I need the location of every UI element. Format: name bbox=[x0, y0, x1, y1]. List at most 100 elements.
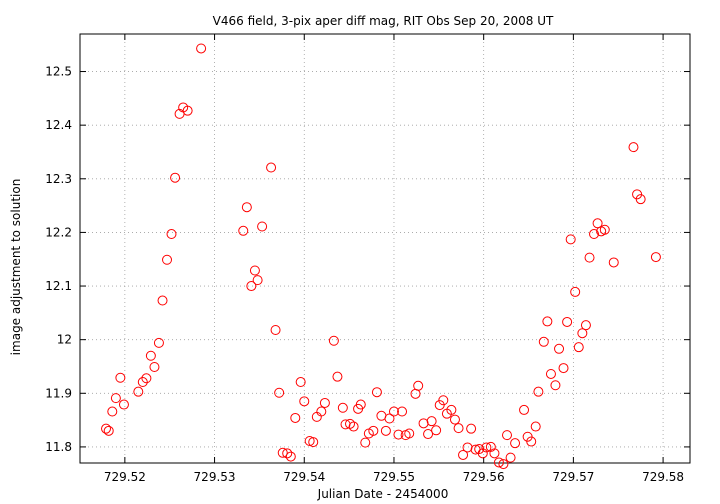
x-tick-label: 729.57 bbox=[552, 470, 594, 484]
data-point bbox=[249, 265, 260, 276]
plot-frame bbox=[79, 33, 691, 464]
data-point bbox=[608, 257, 619, 268]
data-point bbox=[446, 404, 457, 415]
data-point bbox=[133, 386, 144, 397]
data-point bbox=[554, 343, 565, 354]
data-point bbox=[404, 428, 415, 439]
data-point bbox=[650, 252, 661, 263]
data-point bbox=[589, 229, 600, 240]
data-point bbox=[348, 421, 359, 432]
data-point bbox=[592, 218, 603, 229]
data-point bbox=[384, 413, 395, 424]
x-tick-label: 729.56 bbox=[463, 470, 505, 484]
data-point bbox=[418, 418, 429, 429]
data-point bbox=[170, 172, 181, 183]
data-point bbox=[371, 387, 382, 398]
x-tick-label: 729.53 bbox=[194, 470, 236, 484]
chart-title: V466 field, 3-pix aper diff mag, RIT Obs… bbox=[213, 14, 554, 28]
data-point bbox=[562, 316, 573, 327]
data-point bbox=[438, 395, 449, 406]
data-point bbox=[345, 418, 356, 429]
data-point bbox=[453, 423, 464, 434]
data-point bbox=[299, 396, 310, 407]
data-point bbox=[413, 380, 424, 391]
data-point bbox=[107, 406, 118, 417]
data-point bbox=[110, 393, 121, 404]
y-tick-label: 12.2 bbox=[45, 225, 72, 239]
data-point bbox=[423, 429, 434, 440]
x-tick-label: 729.58 bbox=[642, 470, 684, 484]
data-point bbox=[241, 202, 252, 213]
data-point bbox=[510, 438, 521, 449]
data-point bbox=[340, 419, 351, 430]
data-point bbox=[311, 411, 322, 422]
data-point bbox=[285, 451, 296, 462]
data-point bbox=[270, 325, 281, 336]
data-point bbox=[101, 423, 112, 434]
data-point bbox=[538, 336, 549, 347]
y-tick-label: 12 bbox=[57, 333, 72, 347]
data-point bbox=[252, 275, 263, 286]
data-point bbox=[530, 421, 541, 432]
data-point bbox=[308, 437, 319, 448]
y-tick-label: 12.5 bbox=[45, 65, 72, 79]
data-point bbox=[149, 362, 160, 373]
data-point bbox=[257, 221, 268, 232]
data-point bbox=[196, 43, 207, 54]
data-point bbox=[282, 448, 293, 459]
data-point bbox=[368, 425, 379, 436]
x-tick-labels: 729.52 729.53 729.54 729.55 729.56 729.57 729.… bbox=[104, 470, 684, 484]
y-axis-label: image adjustment to solution bbox=[9, 179, 23, 356]
data-point bbox=[565, 234, 576, 245]
data-point bbox=[462, 442, 473, 453]
data-point bbox=[182, 105, 193, 116]
data-point bbox=[584, 252, 595, 263]
data-points bbox=[101, 43, 661, 470]
data-point bbox=[498, 459, 509, 470]
x-tick-label: 729.55 bbox=[373, 470, 415, 484]
data-point bbox=[141, 373, 152, 384]
data-point bbox=[328, 335, 339, 346]
data-point bbox=[319, 397, 330, 408]
data-point bbox=[115, 372, 126, 383]
data-point bbox=[502, 430, 512, 441]
data-point bbox=[477, 448, 488, 459]
data-point bbox=[577, 328, 588, 339]
data-point bbox=[393, 429, 404, 440]
data-point bbox=[360, 437, 371, 448]
data-point bbox=[332, 371, 343, 382]
data-point bbox=[274, 387, 285, 398]
data-point bbox=[558, 363, 569, 374]
data-point bbox=[266, 162, 277, 173]
y-tick-label: 12.3 bbox=[45, 172, 72, 186]
data-point bbox=[137, 377, 148, 388]
data-point bbox=[485, 441, 496, 452]
data-point bbox=[145, 350, 156, 361]
data-point bbox=[628, 142, 639, 153]
data-point bbox=[458, 449, 469, 460]
data-point bbox=[246, 281, 257, 292]
x-axis-label: Julian Date - 2454000 bbox=[317, 487, 449, 501]
data-point bbox=[397, 406, 408, 417]
data-point bbox=[355, 399, 366, 410]
data-point bbox=[481, 442, 492, 453]
data-point bbox=[337, 402, 348, 413]
data-point bbox=[466, 423, 477, 434]
y-tick-label: 11.9 bbox=[45, 386, 72, 400]
grid-lines bbox=[80, 34, 690, 463]
data-point bbox=[519, 404, 530, 415]
data-point bbox=[635, 194, 646, 205]
data-point bbox=[118, 399, 129, 410]
data-point bbox=[489, 448, 500, 459]
data-point bbox=[550, 380, 561, 391]
data-point bbox=[316, 406, 327, 417]
data-point bbox=[426, 416, 437, 427]
data-point bbox=[166, 229, 177, 240]
y-tick-label: 12.1 bbox=[45, 279, 72, 293]
data-point bbox=[570, 286, 581, 297]
data-point bbox=[599, 224, 610, 235]
data-point bbox=[542, 316, 553, 327]
data-point bbox=[505, 452, 516, 463]
data-point bbox=[380, 425, 391, 436]
